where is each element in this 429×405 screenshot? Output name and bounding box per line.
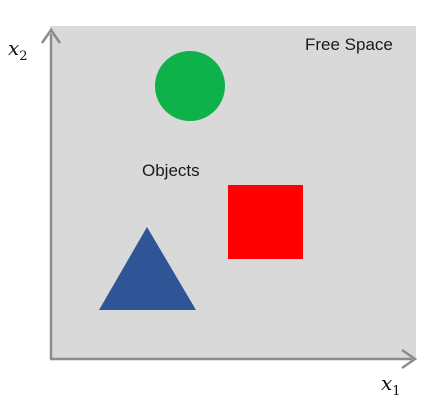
x1-axis-sub: 1 <box>392 384 400 399</box>
x2-axis-label: x2 <box>8 36 28 64</box>
x2-axis-var: x <box>8 36 19 60</box>
x1-axis-label: x1 <box>381 371 401 399</box>
x2-axis-sub: 2 <box>19 49 27 64</box>
red-square-obstacle <box>228 185 303 259</box>
free-space-label: Free Space <box>305 35 393 54</box>
axes <box>40 27 418 370</box>
blue-triangle-obstacle <box>99 227 196 310</box>
x2-axis-arrowhead <box>40 27 62 44</box>
objects-label: Objects <box>142 161 200 180</box>
x1-axis-var: x <box>381 371 392 395</box>
x1-axis-arrowhead <box>401 348 418 370</box>
green-circle-obstacle <box>155 51 225 121</box>
